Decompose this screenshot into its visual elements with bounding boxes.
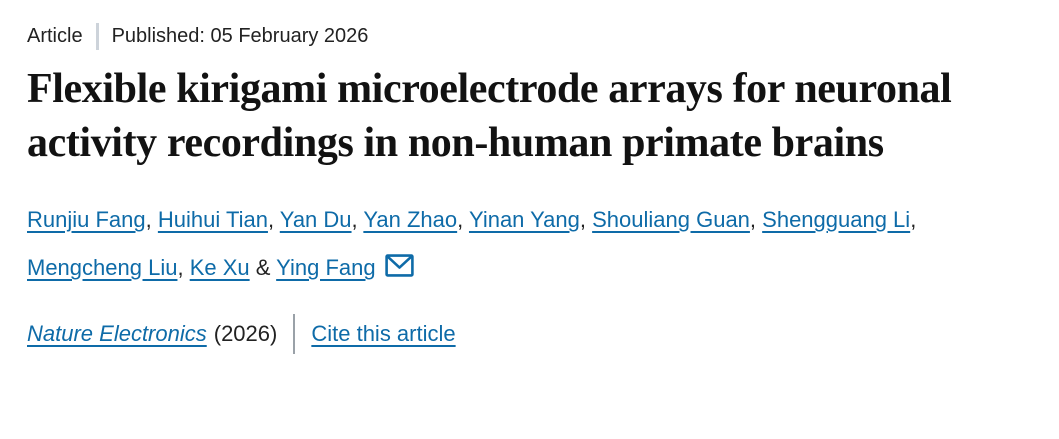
author-list: Runjiu Fang, Huihui Tian, Yan Du, Yan Zh… [27,196,1032,292]
author-separator: , [579,207,593,232]
citation-row: Nature Electronics (2026) Cite this artic… [27,314,1032,354]
article-title: Flexible kirigami microelectrode arrays … [27,66,952,166]
author-separator: , [457,207,469,232]
author-link[interactable]: Shengguang Li [762,207,911,232]
author-separator: , [145,207,158,232]
journal-citation: Nature Electronics (2026) [27,319,277,349]
author-link[interactable]: Runjiu Fang [27,207,146,232]
author-link[interactable]: Yinan Yang [468,207,580,232]
author-link[interactable]: Ke Xu [189,255,250,280]
author-link[interactable]: Yan Zhao [363,207,458,232]
article-header-container: Article Published: 05 February 2026 Flex… [27,22,1032,354]
author-separator: , [749,207,763,232]
author-separator: , [267,207,280,232]
meta-divider [95,22,99,50]
author-link[interactable]: Shouliang Guan [592,207,750,232]
author-list-links: Runjiu Fang, Huihui Tian, Yan Du, Yan Zh… [27,207,916,280]
author-separator: , [351,207,364,232]
journal-link[interactable]: Nature Electronics [27,321,207,346]
author-link[interactable]: Ying Fang [276,255,376,280]
meta-row: Article Published: 05 February 2026 [27,22,1032,50]
cite-this-article-link[interactable]: Cite this article [311,321,456,346]
envelope-icon[interactable] [384,254,414,277]
author-separator: , [910,207,917,232]
content-type-label: Article [27,25,83,47]
citation-divider [293,314,296,354]
author-separator: , [177,255,190,280]
author-link[interactable]: Huihui Tian [157,207,268,232]
published-date: Published: 05 February 2026 [111,25,369,47]
citation-year: (2026) [213,321,278,346]
author-separator: & [249,255,277,280]
author-link[interactable]: Yan Du [279,207,352,232]
author-link[interactable]: Mengcheng Liu [27,255,178,280]
